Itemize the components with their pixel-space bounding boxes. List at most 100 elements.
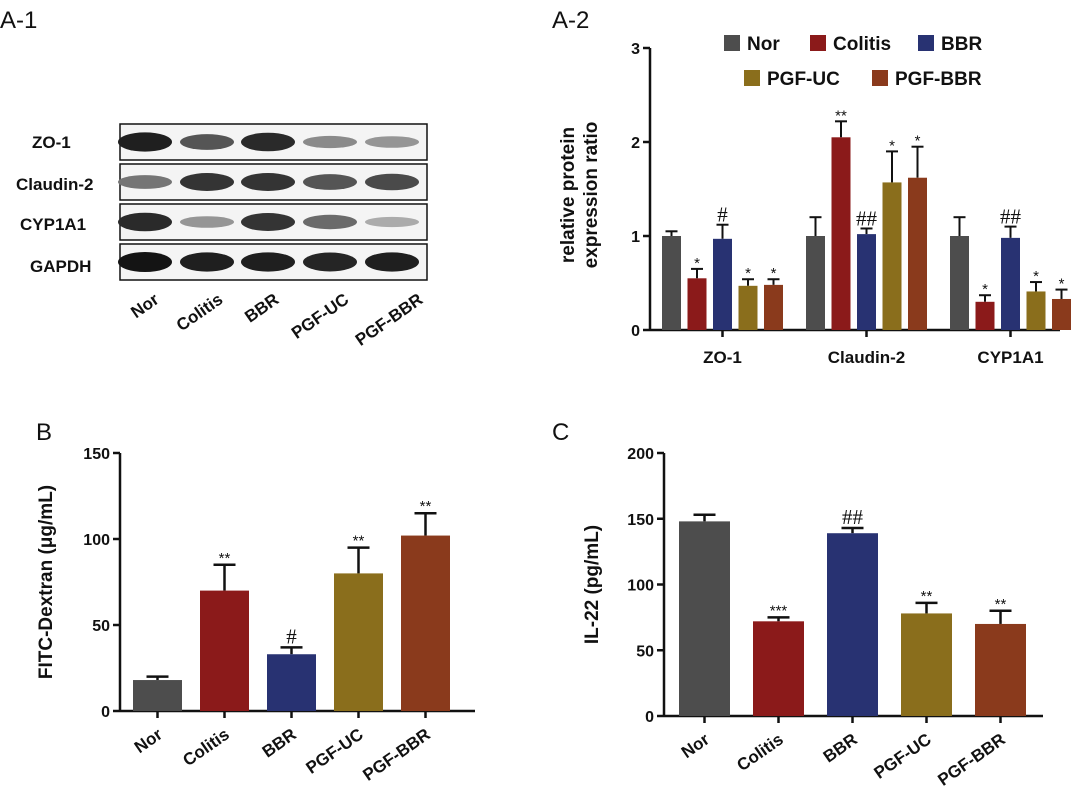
blot-band-claudin-2-pgf-uc xyxy=(303,174,357,190)
c-significance-label: ** xyxy=(921,588,933,605)
c-bar-pgf-bbr xyxy=(975,623,1026,716)
a2-category-label-zo-1: ZO-1 xyxy=(703,348,742,367)
b-y-tick-label: 0 xyxy=(101,704,110,721)
b-significance-label: ** xyxy=(353,533,365,550)
blot-band-gapdh-pgf-bbr xyxy=(365,252,419,272)
c-significance-label: ** xyxy=(995,596,1007,613)
c-category-label-pgf-uc: PGF-UC xyxy=(871,730,935,783)
a2-bar-cyp1a1-colitis xyxy=(975,301,995,330)
a2-y-tick-label: 2 xyxy=(631,135,640,152)
a2-significance-label: * xyxy=(1033,268,1039,285)
a2-bar-zo-1-bbr xyxy=(713,238,732,330)
a2-significance-label: ## xyxy=(1000,205,1022,229)
blot-band-zo-1-pgf-bbr xyxy=(365,136,419,148)
blot-lane-label-pgf-bbr: PGF-BBR xyxy=(352,290,426,350)
a2-significance-label: * xyxy=(1059,276,1065,293)
b-y-tick-label: 100 xyxy=(83,532,110,549)
b-bar-bbr xyxy=(267,654,316,711)
blot-lane-label-bbr: BBR xyxy=(241,290,282,327)
blot-row-label-claudin2: Claudin-2 xyxy=(16,175,93,194)
panel-label-a2: A-2 xyxy=(552,7,589,34)
blot-band-gapdh-pgf-uc xyxy=(303,252,357,272)
a2-y-tick-label: 0 xyxy=(631,323,640,340)
a2-category-label-claudin-2: Claudin-2 xyxy=(828,348,905,367)
c-bar-pgf-uc xyxy=(901,613,952,716)
b-category-label-pgf-uc: PGF-UC xyxy=(303,725,367,778)
b-bar-colitis xyxy=(200,590,249,711)
a2-bar-zo-1-pgf-bbr xyxy=(764,284,783,330)
a2-bar-cyp1a1-pgf-uc xyxy=(1026,291,1046,330)
a2-bar-zo-1-pgf-uc xyxy=(738,285,758,330)
c-y-tick-label: 0 xyxy=(645,709,654,726)
a2-significance-label: * xyxy=(982,281,988,298)
a2-bar-cyp1a1-pgf-bbr xyxy=(1052,298,1071,330)
a2-bar-claudin-2-colitis xyxy=(831,137,851,330)
blot-row-label-gapdh: GAPDH xyxy=(30,257,91,276)
a2-category-label-cyp1a1: CYP1A1 xyxy=(977,348,1043,367)
panel-label-a1: A-1 xyxy=(0,7,37,34)
chart-a2: 0 1 2 3 relative protein expression ratio * # * *… xyxy=(558,34,1071,367)
blot-band-zo-1-bbr xyxy=(241,132,295,152)
western-blot: ZO-1 Claudin-2 CYP1A1 GAPDH Nor Colitis … xyxy=(16,123,428,350)
panel-label-b: B xyxy=(36,419,52,446)
chart-b: 0 50 100 150 FITC-Dextran (μg/mL) Nor ** Coliti… xyxy=(36,446,475,785)
blot-band-gapdh-colitis xyxy=(180,252,234,272)
a2-legend-label-nor: Nor xyxy=(747,34,780,55)
blot-band-claudin-2-pgf-bbr xyxy=(365,173,419,191)
a2-legend-swatch-colitis xyxy=(810,35,826,51)
c-bar-bbr xyxy=(827,533,878,716)
c-bar-colitis xyxy=(753,621,804,716)
b-significance-label: ** xyxy=(420,498,432,515)
blot-band-zo-1-nor xyxy=(118,132,172,152)
b-category-label-nor: Nor xyxy=(131,724,166,757)
a2-bar-cyp1a1-nor xyxy=(950,236,969,330)
blot-band-claudin-2-colitis xyxy=(180,173,234,191)
blot-band-cyp1a1-pgf-uc xyxy=(303,214,357,230)
c-y-tick-label: 200 xyxy=(627,446,654,463)
a2-bar-zo-1-nor xyxy=(662,236,681,330)
b-significance-label: ** xyxy=(219,550,231,567)
a2-significance-label: * xyxy=(889,137,895,154)
a2-legend-label-colitis: Colitis xyxy=(833,34,891,55)
blot-band-claudin-2-bbr xyxy=(241,173,295,191)
c-significance-label: *** xyxy=(770,602,788,619)
a2-y-tick-label: 1 xyxy=(631,229,640,246)
blot-band-gapdh-bbr xyxy=(241,252,295,272)
blot-row-label-zo1: ZO-1 xyxy=(32,133,71,152)
b-significance-label: # xyxy=(286,624,297,648)
a2-bar-claudin-2-pgf-uc xyxy=(882,182,902,330)
b-category-label-colitis: Colitis xyxy=(179,725,232,770)
a2-significance-label: * xyxy=(771,265,777,282)
b-y-axis-title: FITC-Dextran (μg/mL) xyxy=(36,485,57,679)
a2-legend-swatch-nor xyxy=(724,35,740,51)
a2-y-axis-title-line2: expression ratio xyxy=(581,122,602,269)
blot-band-cyp1a1-nor xyxy=(118,212,172,232)
blot-band-cyp1a1-colitis xyxy=(180,216,234,228)
blot-band-zo-1-pgf-uc xyxy=(303,135,357,149)
blot-row-label-cyp1a1: CYP1A1 xyxy=(20,215,86,234)
c-y-tick-label: 50 xyxy=(636,643,654,660)
a2-legend-swatch-pgf-bbr xyxy=(872,70,888,86)
a2-significance-label: * xyxy=(745,265,751,282)
blot-lane-label-nor: Nor xyxy=(127,289,162,322)
a2-bar-cyp1a1-bbr xyxy=(1001,237,1020,330)
a2-bar-claudin-2-nor xyxy=(806,236,825,330)
c-bar-nor xyxy=(679,521,730,716)
a2-significance-label: # xyxy=(717,203,728,227)
c-category-label-colitis: Colitis xyxy=(733,730,786,775)
a2-y-axis-title-line1: relative protein xyxy=(558,127,579,263)
a2-significance-label: * xyxy=(694,255,700,272)
c-category-label-bbr: BBR xyxy=(820,730,861,767)
b-category-label-bbr: BBR xyxy=(259,725,300,762)
a2-significance-label: * xyxy=(915,133,921,150)
a2-significance-label: ## xyxy=(856,206,878,230)
panel-label-c: C xyxy=(552,419,569,446)
blot-band-gapdh-nor xyxy=(118,252,172,272)
a2-bar-zo-1-colitis xyxy=(687,278,707,330)
a2-legend-label-bbr: BBR xyxy=(941,34,982,55)
blot-lane-label-pgf-uc: PGF-UC xyxy=(288,290,352,343)
a2-legend-label-pgf-bbr: PGF-BBR xyxy=(895,69,982,90)
c-y-tick-label: 100 xyxy=(627,578,654,595)
b-bar-nor xyxy=(133,680,182,711)
a2-y-tick-label: 3 xyxy=(631,41,640,58)
